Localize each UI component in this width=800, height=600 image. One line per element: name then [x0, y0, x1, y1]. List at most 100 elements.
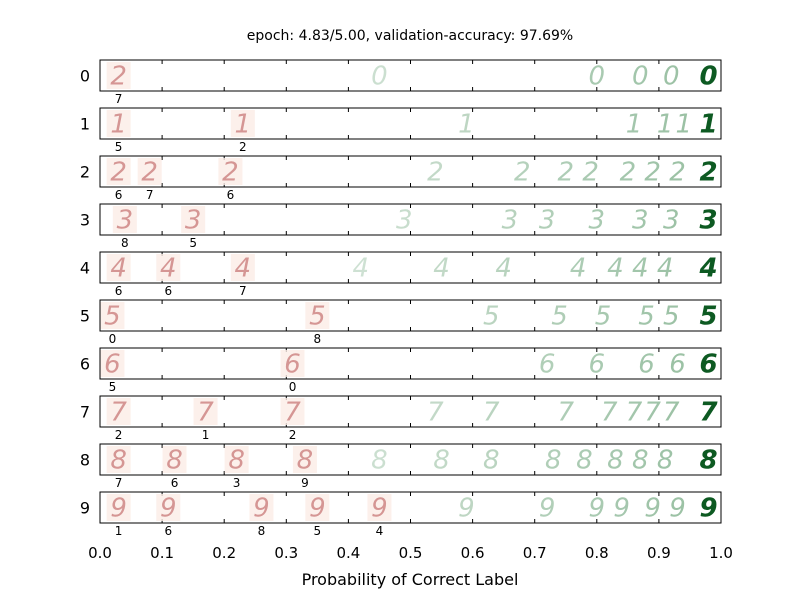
glyph-bg	[156, 254, 181, 281]
digit-image: 1	[626, 110, 643, 140]
digit-image: 3	[117, 206, 134, 236]
predicted-label: 6	[115, 188, 123, 202]
digit-image: 6	[104, 350, 121, 380]
row-frame	[99, 59, 722, 92]
predicted-label: 5	[115, 140, 123, 154]
row-box-bg	[100, 444, 721, 475]
digit-image: 8	[632, 446, 649, 476]
row-frame	[99, 491, 722, 524]
predicted-label: 0	[109, 332, 117, 346]
digit-image: 9	[669, 494, 686, 524]
x-tick-label: 0.0	[88, 544, 112, 562]
glyph-bg	[305, 494, 330, 521]
x-tick-label: 0.3	[274, 544, 298, 562]
digit-image: 0	[589, 62, 606, 92]
digit-image: 5	[663, 302, 680, 332]
row-frame	[99, 347, 722, 380]
glyph-bg	[106, 494, 131, 521]
digit-image: 2	[700, 158, 718, 188]
glyph-bg	[230, 110, 255, 137]
row-box-bg	[100, 60, 721, 91]
digit-image: 7	[197, 398, 214, 428]
predicted-label: 3	[233, 476, 241, 490]
digit-image: 4	[235, 254, 252, 284]
digit-image: 0	[632, 62, 649, 92]
digit-image: 6	[669, 350, 686, 380]
x-tick-label: 0.2	[212, 544, 236, 562]
glyph-bg	[249, 494, 274, 521]
x-tick-label: 0.9	[647, 544, 671, 562]
digit-image: 3	[502, 206, 519, 236]
digit-image: 4	[433, 254, 450, 284]
glyph-bg	[137, 158, 162, 185]
row-box-bg	[100, 252, 721, 283]
digit-image: 1	[657, 110, 674, 140]
predicted-label: 7	[115, 476, 123, 490]
glyph-bg	[181, 206, 206, 233]
digit-image: 4	[657, 254, 674, 284]
row-frame	[99, 155, 722, 188]
row-frame	[99, 107, 722, 140]
row-label: 8	[80, 451, 90, 470]
predicted-label: 6	[164, 284, 172, 298]
digit-image: 8	[700, 446, 718, 476]
digit-image: 6	[539, 350, 556, 380]
digit-image: 1	[700, 110, 718, 140]
digit-image: 2	[141, 158, 158, 188]
digit-image: 7	[644, 398, 661, 428]
row-frame	[99, 299, 722, 332]
digit-image: 2	[644, 158, 661, 188]
row-box-bg	[100, 492, 721, 523]
digit-image: 2	[110, 158, 127, 188]
digit-image: 9	[644, 494, 661, 524]
x-tick-label: 0.7	[523, 544, 547, 562]
digit-image: 4	[110, 254, 127, 284]
x-axis: 0.0 0.1 0.2 0.3 0.4 0.5 0.6 0.7 0.8 0.9 1.0	[88, 544, 733, 562]
row-label: 5	[80, 307, 90, 326]
digit-image: 7	[557, 398, 574, 428]
digit-image: 4	[160, 254, 177, 284]
digit-image: 7	[601, 398, 618, 428]
predicted-label: 4	[376, 524, 384, 538]
digit-image: 4	[495, 254, 512, 284]
row-label: 7	[80, 403, 90, 422]
chart-title: epoch: 4.83/5.00, validation-accuracy: 9…	[247, 28, 573, 44]
digit-image: 7	[110, 398, 127, 428]
glyph-bg	[305, 302, 330, 329]
digit-image: 5	[638, 302, 655, 332]
digit-image: 7	[626, 398, 643, 428]
predicted-label: 8	[258, 524, 266, 538]
digit-image: 5	[700, 302, 718, 332]
glyph-bg	[106, 158, 131, 185]
digit-image: 7	[284, 398, 301, 428]
glyph-bg	[230, 254, 255, 281]
digit-image: 6	[284, 350, 301, 380]
x-tick-label: 0.6	[461, 544, 485, 562]
digit-image: 8	[545, 446, 562, 476]
predicted-label: 6	[164, 524, 172, 538]
digit-image: 5	[104, 302, 121, 332]
glyph-bg	[367, 494, 392, 521]
glyph-bg	[106, 62, 131, 89]
digit-image: 4	[353, 254, 370, 284]
x-axis-label: Probability of Correct Label	[302, 570, 519, 589]
predicted-label: 5	[109, 380, 117, 394]
digit-image: 2	[222, 158, 239, 188]
digit-image: 8	[483, 446, 500, 476]
digit-image: 8	[371, 446, 388, 476]
x-tick-label: 0.5	[399, 544, 423, 562]
row-box-bg	[100, 108, 721, 139]
glyph-bg	[280, 350, 305, 377]
row-box-bg	[100, 348, 721, 379]
digit-image: 9	[253, 494, 270, 524]
predicted-label: 2	[239, 140, 247, 154]
row-frame	[99, 443, 722, 476]
predicted-label: 0	[289, 380, 297, 394]
predicted-label: 7	[239, 284, 247, 298]
digit-image: 7	[427, 398, 444, 428]
glyph-bg	[106, 254, 131, 281]
